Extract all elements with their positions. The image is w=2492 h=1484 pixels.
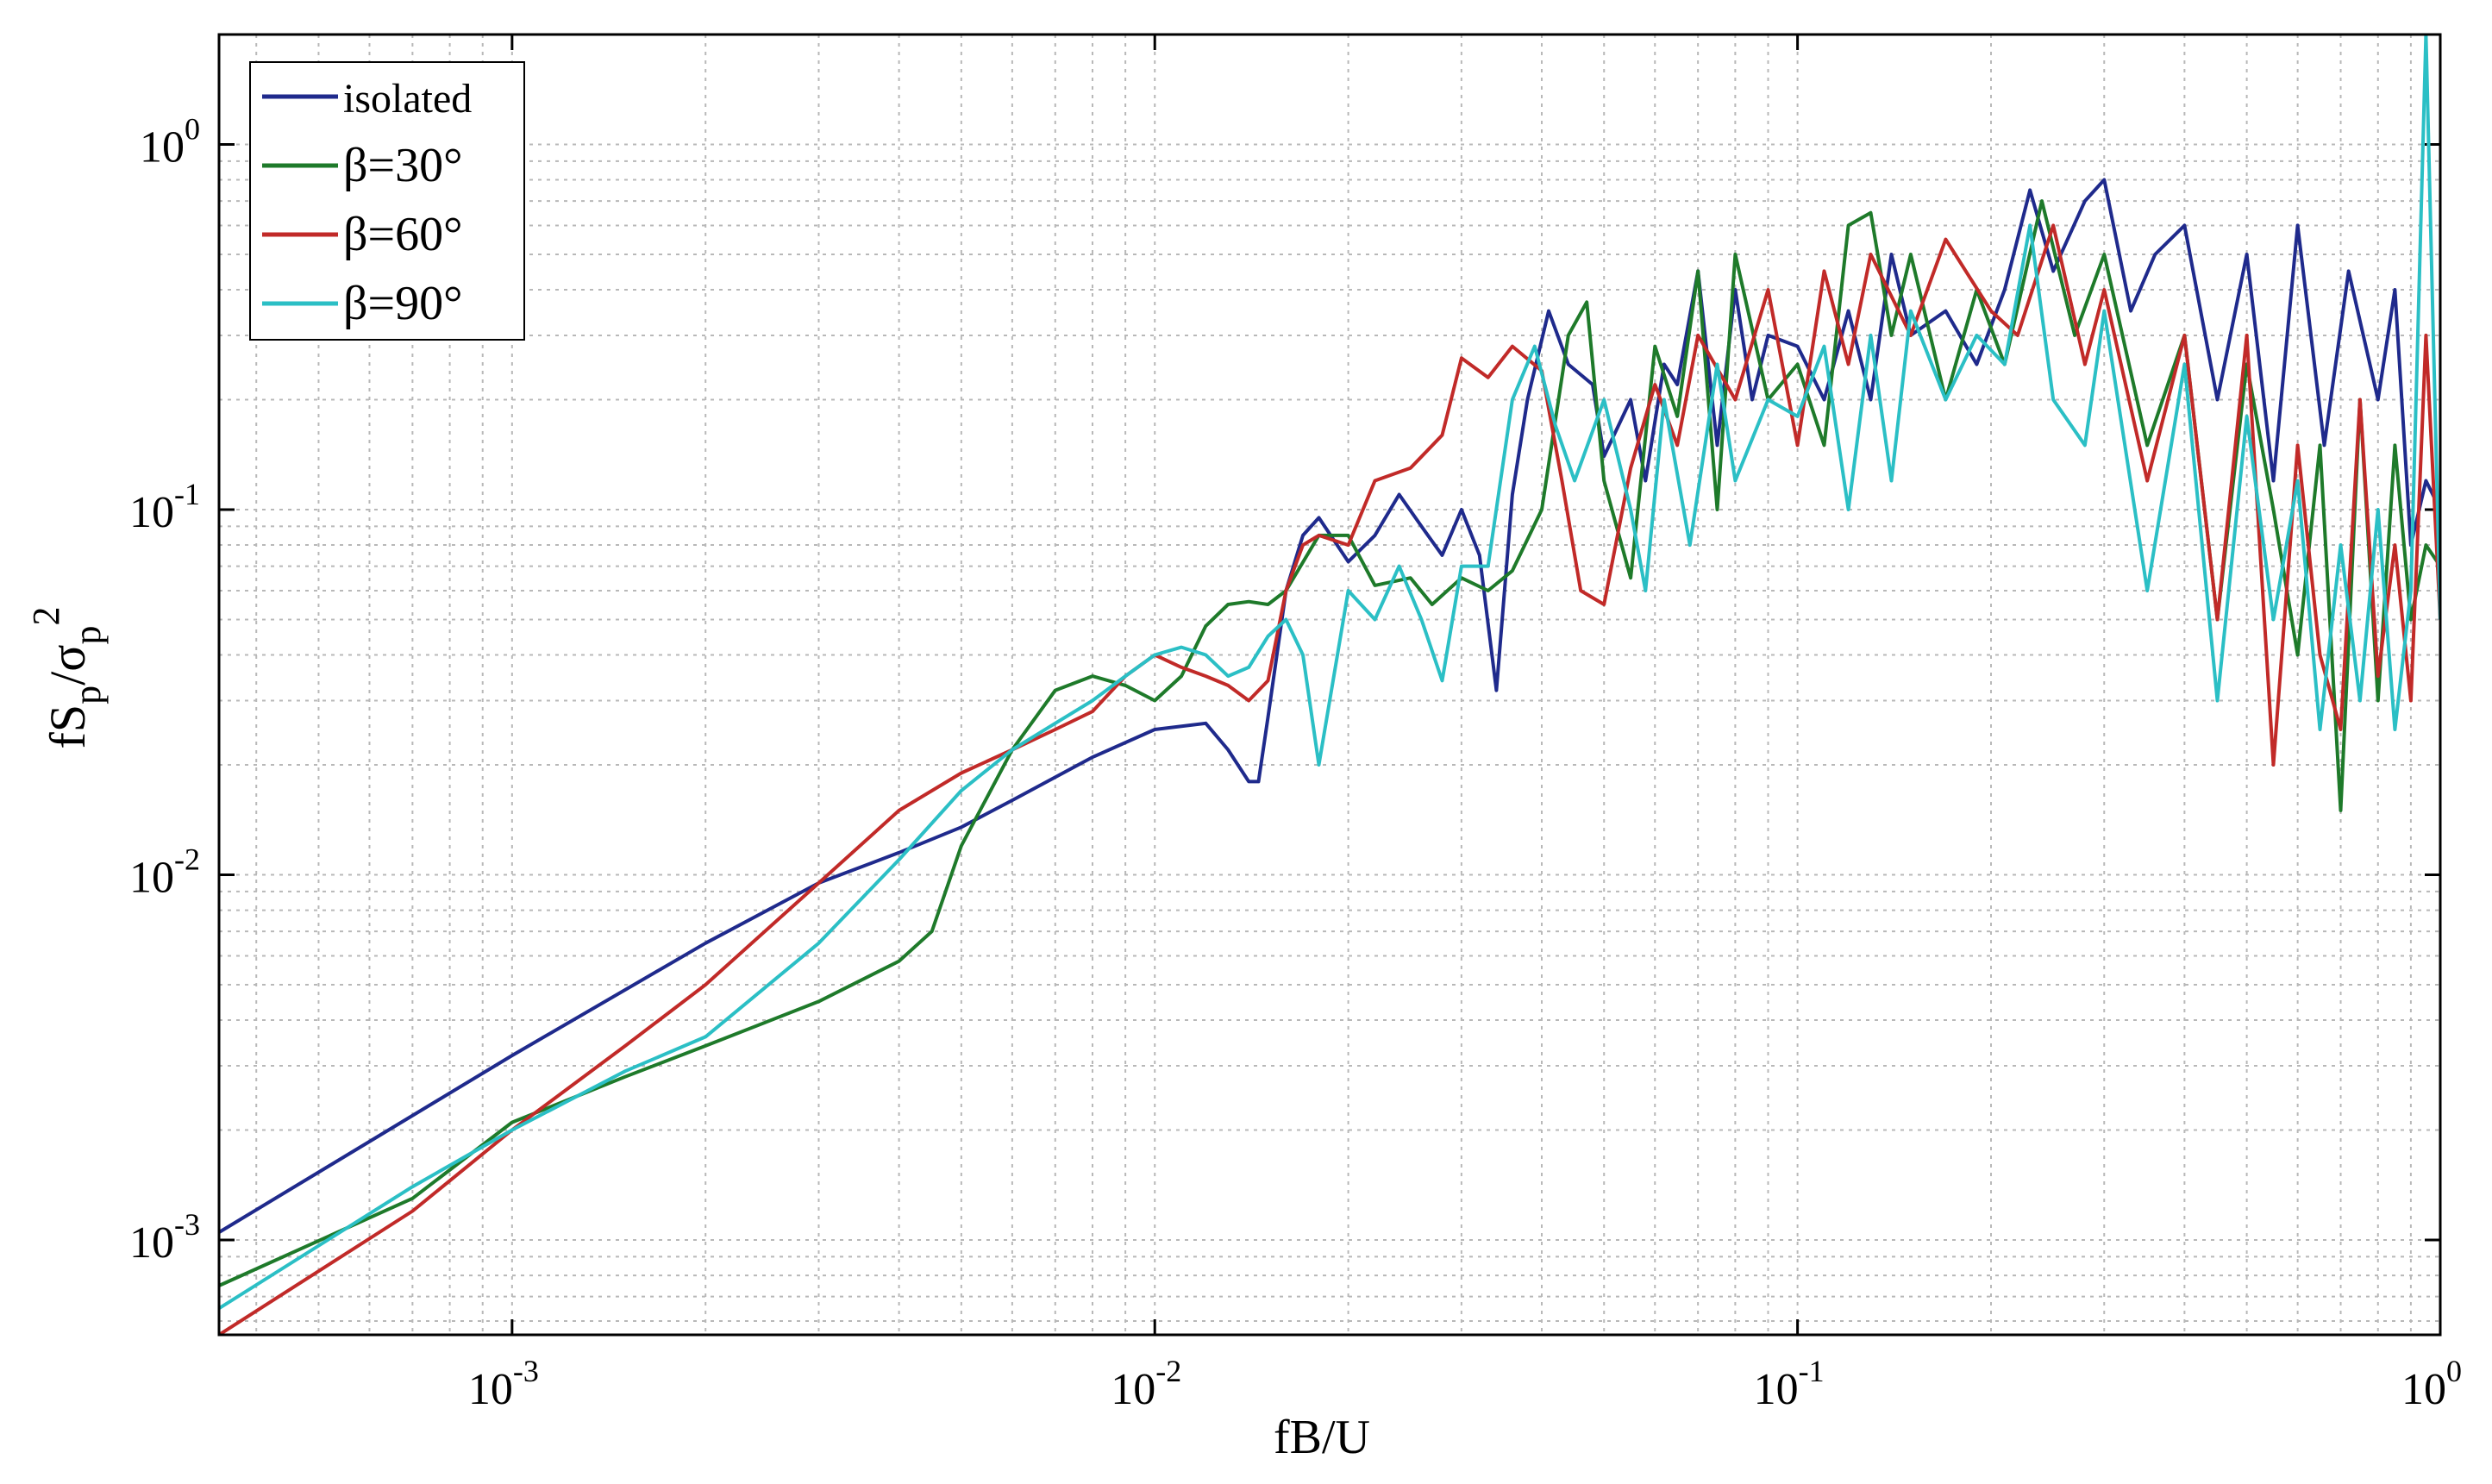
y-label-slash: /σ	[40, 645, 96, 686]
y-axis-label: fSp/σp2	[25, 607, 109, 749]
y-label-sub-1: p	[66, 686, 109, 704]
y-tick-label: 10-2	[129, 842, 200, 903]
y-tick-label: 100	[140, 111, 200, 172]
grid	[219, 34, 2442, 1335]
plot-frame	[217, 33, 2442, 1337]
legend-box	[249, 61, 525, 341]
legend-items: isolated β=30° β=60° β=90°	[262, 76, 472, 330]
y-label-sub-2: p	[66, 626, 109, 645]
x-tick-label: 10-2	[1111, 1354, 1181, 1414]
plot-series	[219, 34, 2440, 1335]
series-line-2	[219, 199, 2440, 1287]
legend: isolated β=30° β=60° β=90°	[249, 61, 525, 341]
x-axis-label: fB/U	[1274, 1411, 1370, 1464]
series-line-4	[219, 34, 2440, 1310]
y-tick-label: 10-3	[129, 1207, 200, 1268]
legend-label: isolated	[343, 76, 472, 122]
legend-label: β=90°	[343, 277, 462, 330]
x-tick-label: 10-1	[1754, 1354, 1825, 1414]
y-tick-label: 10-1	[129, 477, 200, 537]
x-tick-label: 100	[2401, 1354, 2462, 1414]
x-tick-labels: 10-3 10-2 10-1 100	[468, 1354, 2462, 1414]
svg-text:fSp/σp2: fSp/σp2	[25, 607, 109, 749]
y-label-sup: 2	[25, 607, 67, 626]
legend-label: β=60°	[343, 208, 462, 261]
axis-tick-marks	[219, 34, 2442, 1335]
series-line-1	[219, 178, 2440, 1234]
y-label-base: fS	[40, 704, 96, 749]
y-tick-labels: 10-3 10-2 10-1 100	[129, 111, 200, 1268]
x-tick-label: 10-3	[468, 1354, 539, 1414]
series-line-3	[219, 223, 2440, 1335]
legend-label: β=30°	[343, 139, 462, 192]
